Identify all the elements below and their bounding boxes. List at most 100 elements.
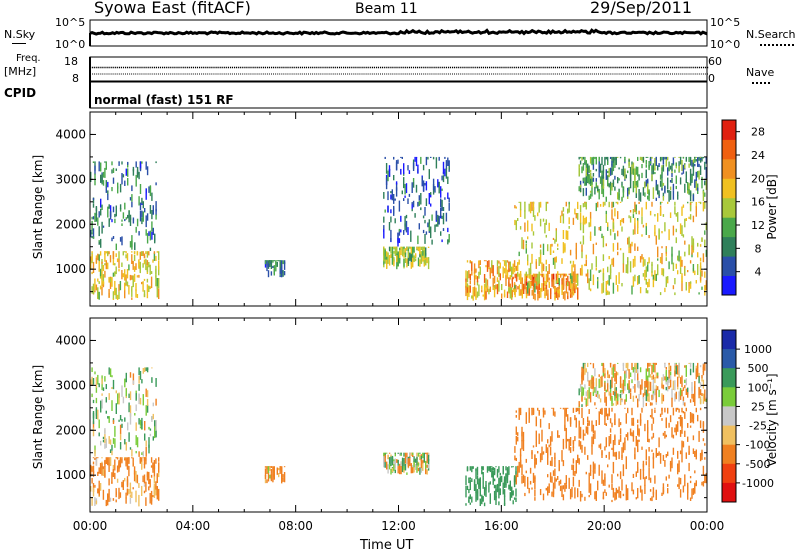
echo-cell: [561, 450, 563, 462]
echo-cell: [418, 195, 420, 201]
echo-cell: [119, 183, 122, 193]
echo-cell: [578, 401, 580, 407]
echo-cell: [642, 224, 645, 228]
echo-cell: [632, 489, 635, 495]
echo-cell: [427, 454, 430, 462]
echo-cell: [611, 209, 613, 220]
echo-cell: [664, 362, 666, 368]
echo-cell: [615, 275, 617, 285]
echo-cell: [496, 266, 499, 275]
echo-cell: [152, 462, 154, 470]
echo-cell: [149, 433, 152, 437]
echo-cell: [575, 284, 577, 290]
echo-cell: [114, 438, 116, 448]
echo-cell: [667, 483, 669, 487]
echo-cell: [545, 219, 547, 225]
echo-cell: [562, 213, 565, 224]
echo-cell: [602, 178, 605, 189]
echo-cell: [390, 229, 392, 242]
echo-cell: [608, 183, 610, 188]
echo-cell: [647, 156, 649, 158]
echo-cell: [534, 283, 536, 293]
echo-cell: [572, 260, 575, 268]
echo-cell: [654, 158, 656, 170]
echo-cell: [577, 201, 579, 209]
echo-cell: [401, 156, 403, 159]
echo-cell: [647, 420, 649, 431]
echo-cell: [475, 496, 477, 502]
echo-cell: [588, 409, 590, 414]
echo-cell: [522, 440, 525, 451]
echo-cell: [538, 433, 540, 445]
echo-cell: [97, 278, 99, 282]
echo-cell: [555, 230, 557, 242]
echo-cell: [677, 376, 679, 387]
echo-cell: [584, 201, 586, 204]
echo-cell: [662, 156, 665, 165]
echo-cell: [668, 261, 670, 270]
echo-cell: [111, 387, 113, 389]
echo-cell: [465, 485, 467, 498]
echo-cell: [492, 265, 494, 277]
echo-cell: [538, 411, 540, 414]
echo-cell: [126, 269, 129, 279]
echo-cell: [398, 228, 401, 232]
echo-cell: [691, 159, 693, 167]
echo-cell: [635, 497, 637, 500]
echo-cell: [587, 173, 589, 178]
echo-cell: [421, 176, 423, 187]
echo-cell: [124, 219, 126, 222]
echo-cell: [427, 260, 430, 270]
echo-cell: [655, 492, 657, 500]
echo-cell: [491, 467, 493, 478]
echo-cell: [431, 239, 433, 245]
echo-cell: [571, 487, 573, 498]
echo-cell: [607, 161, 609, 165]
echo-cell: [482, 486, 484, 489]
echo-cell: [532, 445, 535, 448]
echo-cell: [121, 262, 123, 267]
echo-cell: [584, 263, 586, 267]
echo-cell: [625, 484, 627, 495]
echo-cell: [565, 484, 567, 489]
echo-cell: [513, 284, 516, 295]
echo-cell: [668, 376, 670, 383]
echo-cell: [138, 231, 140, 236]
echo-cell: [499, 262, 501, 267]
echo-cell: [695, 280, 697, 284]
echo-cell: [588, 278, 590, 290]
echo-cell: [611, 499, 613, 503]
echo-cell: [692, 413, 695, 420]
echo-cell: [589, 470, 592, 476]
echo-cell: [704, 271, 706, 278]
echo-cell: [632, 386, 635, 389]
nsky-label: N.Sky: [4, 28, 36, 41]
echo-cell: [637, 419, 639, 424]
echo-cell: [589, 269, 592, 281]
cpid-frame: [89, 81, 708, 109]
echo-cell: [479, 498, 481, 506]
echo-cell: [705, 178, 707, 190]
echo-cell: [158, 488, 160, 501]
echo-cell: [134, 413, 136, 416]
echo-cell: [679, 177, 682, 185]
echo-cell: [697, 242, 699, 247]
echo-cell: [668, 386, 670, 390]
echo-cell: [399, 250, 401, 261]
echo-cell: [105, 397, 107, 403]
echo-cell: [621, 181, 623, 186]
echo-cell: [567, 291, 569, 296]
echo-cell: [99, 268, 102, 277]
echo-cell: [101, 286, 103, 296]
echo-cell: [515, 410, 517, 413]
echo-cell: [527, 260, 529, 266]
echo-cell: [525, 243, 527, 254]
echo-cell: [627, 187, 629, 197]
echo-cell: [119, 415, 122, 421]
echo-cell: [423, 246, 425, 249]
echo-cell: [658, 190, 660, 197]
echo-cell: [148, 186, 150, 193]
echo-cell: [435, 157, 438, 169]
echo-cell: [635, 181, 637, 187]
echo-cell: [435, 224, 438, 227]
